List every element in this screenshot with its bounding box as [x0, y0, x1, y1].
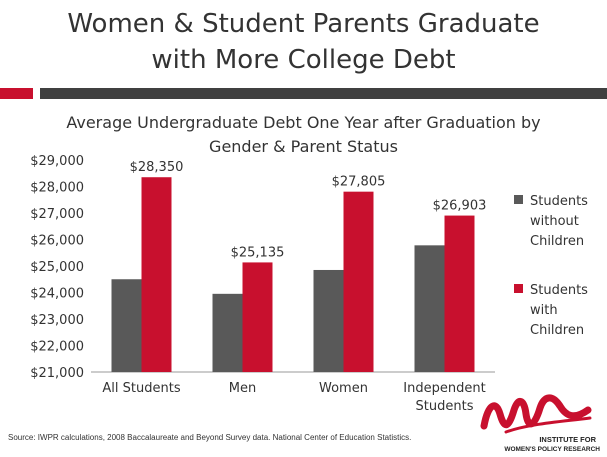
- bar-without-children: [313, 269, 344, 372]
- x-tick-label: Independent: [403, 381, 485, 396]
- legend-swatch: [514, 284, 523, 293]
- data-label: $26,903: [433, 199, 487, 214]
- legend-label: Students: [530, 194, 588, 209]
- bar-without-children: [414, 245, 445, 372]
- logo-swash-mark: [480, 394, 592, 430]
- bar-without-children: [111, 279, 142, 372]
- chart-title-line-2: Gender & Parent Status: [209, 137, 398, 156]
- bar-with-children: [141, 177, 172, 372]
- slide-title-line-2: with More College Debt: [151, 45, 456, 75]
- bar-without-children: [212, 293, 243, 372]
- legend-label: Children: [530, 323, 584, 338]
- y-tick-label: $22,000: [30, 340, 84, 355]
- x-tick-label: Women: [319, 381, 368, 396]
- x-tick-label: Men: [229, 381, 256, 396]
- iwpr-logo: INSTITUTE FOR WOMEN'S POLICY RESEARCH: [480, 394, 600, 453]
- legend-label: with: [530, 303, 558, 318]
- slide-title: Women & Student Parents Graduate with Mo…: [0, 6, 607, 78]
- legend-swatch: [514, 195, 523, 204]
- bar-with-children: [444, 215, 475, 372]
- logo-swash-underline: [504, 416, 592, 434]
- y-tick-label: $25,000: [30, 260, 84, 275]
- legend-label: Children: [530, 234, 584, 249]
- y-tick-label: $24,000: [30, 287, 84, 302]
- bar-with-children: [242, 262, 273, 372]
- slide-title-line-1: Women & Student Parents Graduate: [67, 9, 540, 39]
- legend-label: without: [530, 214, 579, 229]
- chart-title: Average Undergraduate Debt One Year afte…: [0, 111, 607, 159]
- x-tick-label: All Students: [102, 381, 180, 396]
- y-tick-label: $23,000: [30, 313, 84, 328]
- bar-with-children: [343, 191, 374, 372]
- logo-text-line-1: INSTITUTE FOR: [539, 435, 596, 444]
- chart-title-line-1: Average Undergraduate Debt One Year afte…: [66, 113, 541, 132]
- data-label: $27,805: [332, 175, 386, 190]
- data-label: $28,350: [130, 160, 184, 175]
- x-tick-label: Students: [416, 399, 474, 414]
- legend-label: Students: [530, 283, 588, 298]
- accent-rule-gray: [40, 88, 607, 99]
- source-footnote: Source: IWPR calculations, 2008 Baccalau…: [8, 433, 412, 442]
- y-tick-label: $21,000: [30, 366, 84, 381]
- y-tick-label: $29,000: [30, 154, 84, 169]
- y-tick-label: $27,000: [30, 207, 84, 222]
- data-label: $25,135: [231, 245, 285, 260]
- y-tick-label: $26,000: [30, 234, 84, 249]
- y-tick-label: $28,000: [30, 181, 84, 196]
- logo-text-line-2: WOMEN'S POLICY RESEARCH: [504, 446, 600, 453]
- accent-rule-red: [0, 88, 33, 99]
